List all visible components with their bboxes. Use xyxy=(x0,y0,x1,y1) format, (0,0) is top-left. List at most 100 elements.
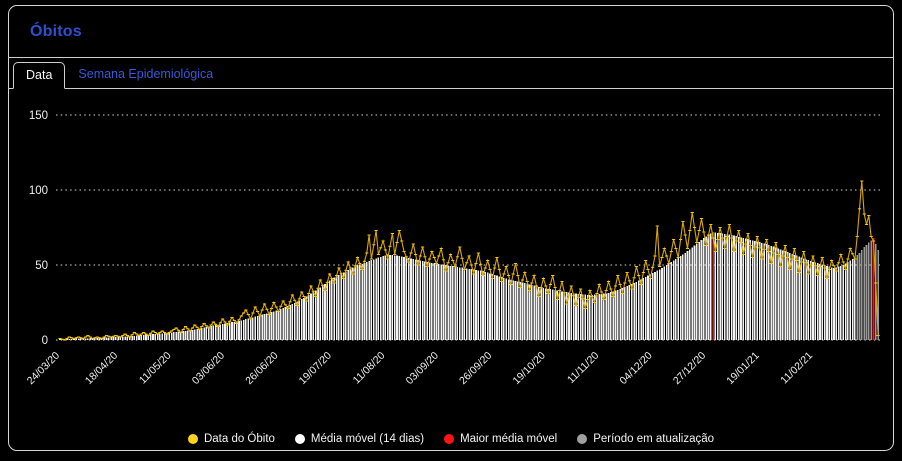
moving-average-bar[interactable] xyxy=(758,242,761,340)
moving-average-bar[interactable] xyxy=(584,294,587,340)
moving-average-bar[interactable] xyxy=(105,337,108,340)
moving-average-bar[interactable] xyxy=(500,277,503,340)
moving-average-bar[interactable] xyxy=(828,266,831,341)
moving-average-bar[interactable] xyxy=(840,265,842,340)
moving-average-bar[interactable] xyxy=(384,255,387,340)
moving-average-bar[interactable] xyxy=(484,271,487,340)
moving-average-bar[interactable] xyxy=(537,286,540,340)
moving-average-bar[interactable] xyxy=(654,271,656,340)
moving-average-bar[interactable] xyxy=(775,247,777,340)
moving-average-bar[interactable] xyxy=(756,241,759,340)
moving-average-bar[interactable] xyxy=(261,314,264,340)
moving-average-bar[interactable] xyxy=(307,295,310,340)
moving-average-bar[interactable] xyxy=(563,291,566,340)
tab-data[interactable]: Data xyxy=(13,62,66,89)
moving-average-bar[interactable] xyxy=(214,325,217,340)
moving-average-bar[interactable] xyxy=(549,289,552,340)
moving-average-bar[interactable] xyxy=(356,265,359,340)
moving-average-bar[interactable] xyxy=(679,256,682,340)
moving-average-bar[interactable] xyxy=(414,259,417,341)
moving-average-bar[interactable] xyxy=(173,332,175,340)
moving-average-bar[interactable] xyxy=(235,321,238,340)
moving-average-bar[interactable] xyxy=(540,287,542,341)
moving-average-bar[interactable] xyxy=(693,245,696,341)
moving-average-bar[interactable] xyxy=(370,260,373,340)
updating-period-bar[interactable] xyxy=(868,242,870,341)
moving-average-bar[interactable] xyxy=(289,305,291,340)
moving-average-bar[interactable] xyxy=(149,334,152,340)
moving-average-bar[interactable] xyxy=(96,337,98,340)
moving-average-bar[interactable] xyxy=(721,233,724,341)
moving-average-bar[interactable] xyxy=(110,337,112,340)
moving-average-bar[interactable] xyxy=(707,235,710,340)
moving-average-bar[interactable] xyxy=(751,240,754,340)
moving-average-bar[interactable] xyxy=(593,294,596,340)
moving-average-bar[interactable] xyxy=(589,295,591,340)
moving-average-bar[interactable] xyxy=(442,264,445,341)
moving-average-bar[interactable] xyxy=(793,254,796,340)
moving-average-bar[interactable] xyxy=(582,294,584,340)
moving-average-bar[interactable] xyxy=(526,283,528,340)
moving-average-bar[interactable] xyxy=(333,277,336,340)
moving-average-bar[interactable] xyxy=(807,260,810,340)
moving-average-bar[interactable] xyxy=(300,299,303,340)
moving-average-bar[interactable] xyxy=(187,330,189,340)
moving-average-bar[interactable] xyxy=(556,290,559,341)
moving-average-bar[interactable] xyxy=(835,267,838,340)
moving-average-bar[interactable] xyxy=(108,337,110,341)
moving-average-bar[interactable] xyxy=(398,256,401,340)
moving-average-bar[interactable] xyxy=(826,265,828,340)
moving-average-bar[interactable] xyxy=(224,323,226,341)
moving-average-bar[interactable] xyxy=(242,319,245,340)
moving-average-bar[interactable] xyxy=(568,292,570,340)
moving-average-bar[interactable] xyxy=(630,284,633,340)
moving-average-bar[interactable] xyxy=(512,280,515,341)
moving-average-bar[interactable] xyxy=(747,239,749,340)
moving-average-bar[interactable] xyxy=(273,311,275,340)
moving-average-bar[interactable] xyxy=(726,234,728,340)
moving-average-bar[interactable] xyxy=(763,243,766,340)
moving-average-bar[interactable] xyxy=(280,309,282,340)
moving-average-bar[interactable] xyxy=(286,306,289,340)
moving-average-bar[interactable] xyxy=(716,232,719,340)
moving-average-bar[interactable] xyxy=(379,256,382,340)
updating-period-bar[interactable] xyxy=(865,244,868,340)
max-moving-average-bar[interactable] xyxy=(712,232,714,340)
moving-average-bar[interactable] xyxy=(433,263,435,341)
moving-average-bar[interactable] xyxy=(663,266,666,341)
moving-average-bar[interactable] xyxy=(352,267,354,340)
moving-average-bar[interactable] xyxy=(305,296,308,341)
moving-average-bar[interactable] xyxy=(458,267,461,340)
moving-average-bar[interactable] xyxy=(728,234,731,341)
moving-average-bar[interactable] xyxy=(328,280,331,340)
moving-average-bar[interactable] xyxy=(837,266,840,341)
moving-average-bar[interactable] xyxy=(547,288,549,340)
moving-average-bar[interactable] xyxy=(291,304,294,340)
moving-average-bar[interactable] xyxy=(672,260,675,341)
moving-average-bar[interactable] xyxy=(293,302,296,340)
moving-average-bar[interactable] xyxy=(447,265,449,341)
moving-average-bar[interactable] xyxy=(719,233,721,341)
moving-average-bar[interactable] xyxy=(470,269,473,341)
moving-average-bar[interactable] xyxy=(277,310,280,340)
moving-average-bar[interactable] xyxy=(682,254,684,341)
tab-semana-epidemiologica[interactable]: Semana Epidemiológica xyxy=(78,67,214,81)
moving-average-bar[interactable] xyxy=(400,256,403,341)
moving-average-bar[interactable] xyxy=(463,268,466,340)
moving-average-bar[interactable] xyxy=(733,235,735,340)
moving-average-bar[interactable] xyxy=(598,294,601,340)
moving-average-bar[interactable] xyxy=(477,270,480,340)
moving-average-bar[interactable] xyxy=(730,235,733,340)
moving-average-bar[interactable] xyxy=(368,261,370,340)
moving-average-bar[interactable] xyxy=(321,285,324,340)
moving-average-bar[interactable] xyxy=(633,283,635,340)
moving-average-bar[interactable] xyxy=(147,334,150,340)
moving-average-bar[interactable] xyxy=(240,320,243,341)
moving-average-bar[interactable] xyxy=(68,338,71,340)
moving-average-bar[interactable] xyxy=(842,265,845,340)
moving-average-bar[interactable] xyxy=(114,337,117,340)
moving-average-bar[interactable] xyxy=(66,338,68,340)
moving-average-bar[interactable] xyxy=(84,338,87,340)
moving-average-bar[interactable] xyxy=(361,263,363,340)
moving-average-bar[interactable] xyxy=(77,338,80,340)
